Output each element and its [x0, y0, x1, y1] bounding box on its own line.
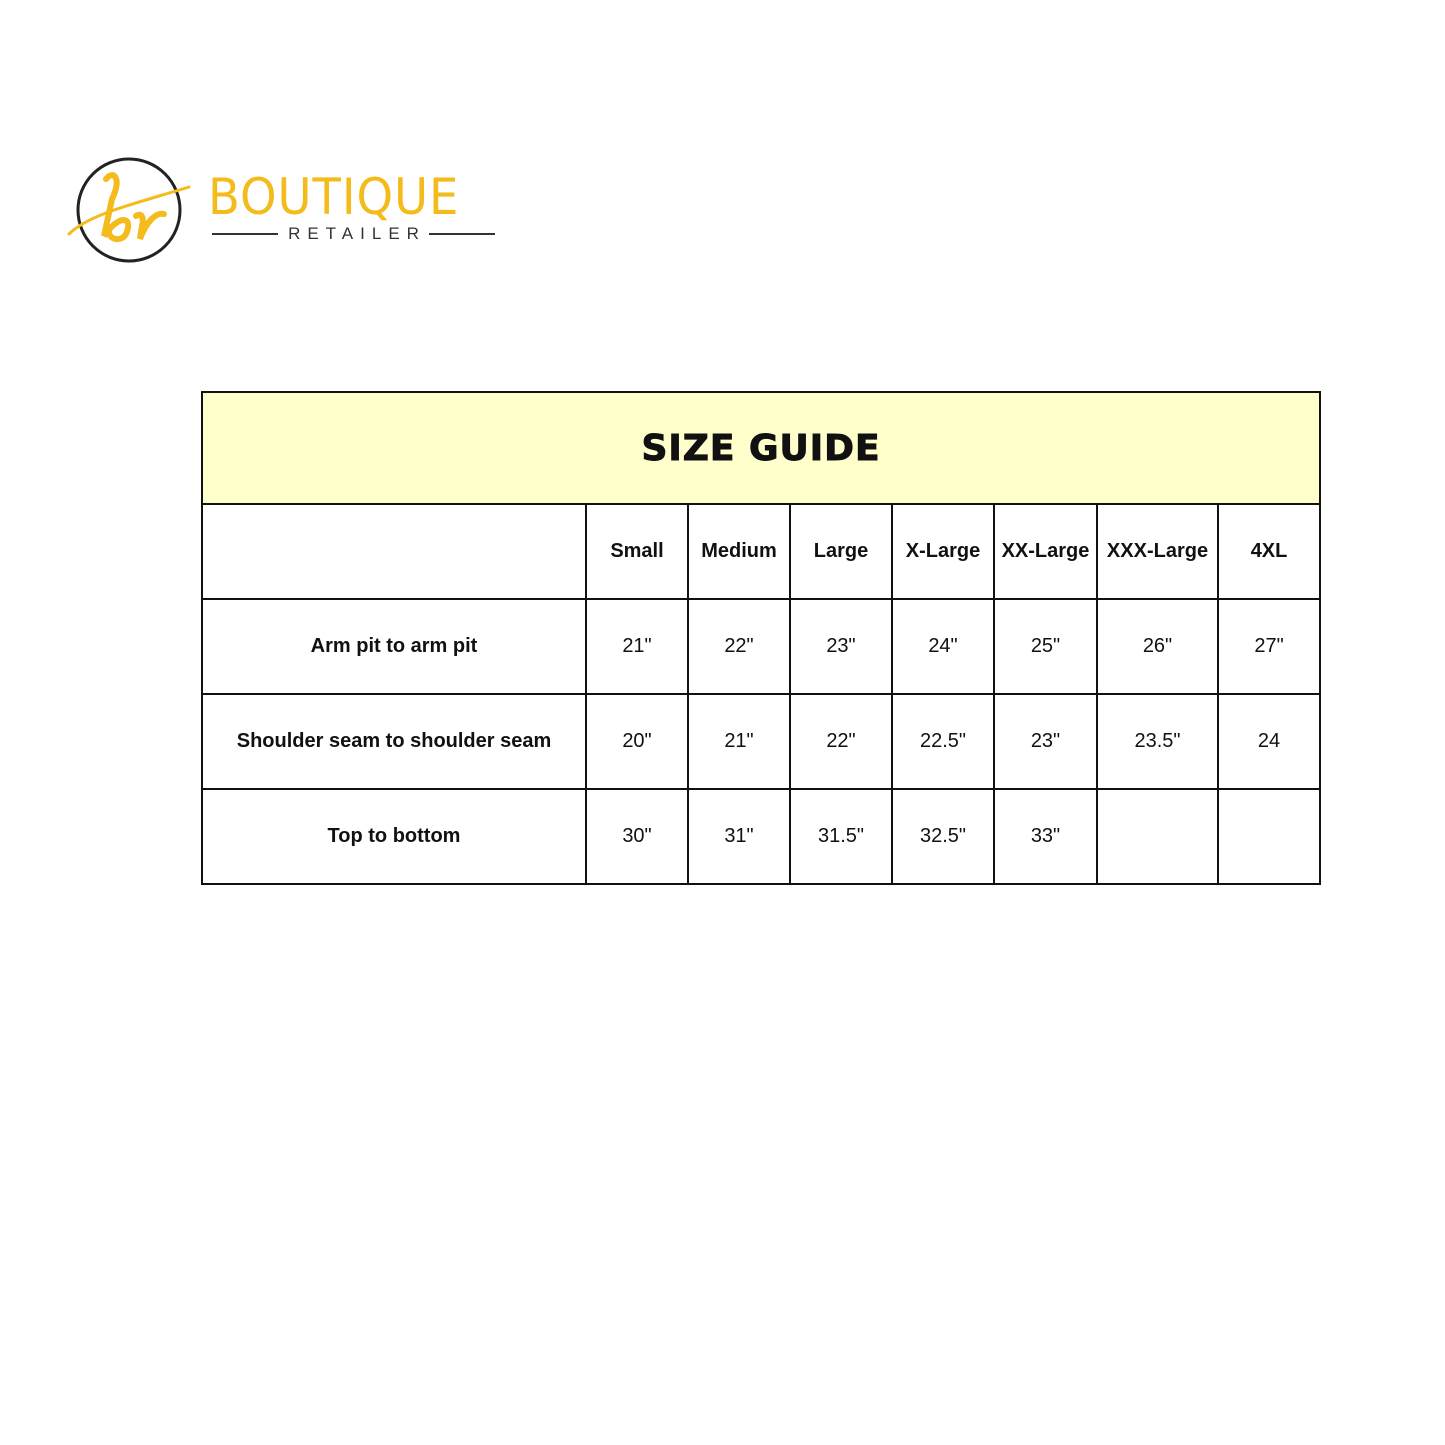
monogram-logo-icon [67, 157, 191, 263]
divider-line [212, 233, 279, 235]
value-cell: 22" [687, 598, 791, 695]
value-cell: 31.5" [789, 788, 893, 885]
value-cell: 23.5" [1096, 693, 1219, 790]
value-cell [1216, 788, 1322, 885]
value-cell: 26" [1096, 598, 1219, 695]
value-cell: 27" [1216, 598, 1322, 695]
row-label: Top to bottom [201, 788, 587, 885]
value-cell: 20" [585, 693, 689, 790]
table-row: Arm pit to arm pit 21" 22" 23" 24" 25" 2… [201, 598, 1322, 695]
size-header: Medium [687, 503, 791, 600]
brand-logo [64, 154, 504, 269]
value-cell: 23" [789, 598, 893, 695]
divider-line [428, 233, 495, 235]
subtitle-text: RETAILER [288, 224, 426, 243]
table-row: Shoulder seam to shoulder seam 20" 21" 2… [201, 693, 1322, 790]
brand-subtitle: RETAILER [212, 224, 495, 244]
size-header: X-Large [891, 503, 995, 600]
value-cell: 25" [993, 598, 1098, 695]
value-cell: 23" [993, 693, 1098, 790]
size-header: Small [585, 503, 689, 600]
value-cell: 30" [585, 788, 689, 885]
table-title: SIZE GUIDE [641, 427, 881, 469]
size-header: XXX-Large [1096, 503, 1219, 600]
value-cell: 21" [585, 598, 689, 695]
size-header: Large [789, 503, 893, 600]
value-cell: 33" [993, 788, 1098, 885]
corner-cell [201, 503, 587, 600]
value-cell: 22.5" [891, 693, 995, 790]
table-row: Top to bottom 30" 31" 31.5" 32.5" 33" [201, 788, 1322, 885]
value-cell: 21" [687, 693, 791, 790]
value-cell: 24" [891, 598, 995, 695]
header-row: Small Medium Large X-Large XX-Large XXX-… [201, 503, 1322, 600]
value-cell: 31" [687, 788, 791, 885]
size-header: 4XL [1216, 503, 1322, 600]
value-cell [1096, 788, 1219, 885]
size-header: XX-Large [993, 503, 1098, 600]
value-cell: 24 [1216, 693, 1322, 790]
brand-name: BOUTIQUE [208, 168, 460, 226]
value-cell: 22" [789, 693, 893, 790]
row-label: Shoulder seam to shoulder seam [201, 693, 587, 790]
value-cell: 32.5" [891, 788, 995, 885]
size-guide-table: SIZE GUIDE Small Medium Large X-Large XX… [200, 391, 1322, 885]
title-cell: SIZE GUIDE [200, 391, 1322, 505]
row-label: Arm pit to arm pit [201, 598, 587, 695]
